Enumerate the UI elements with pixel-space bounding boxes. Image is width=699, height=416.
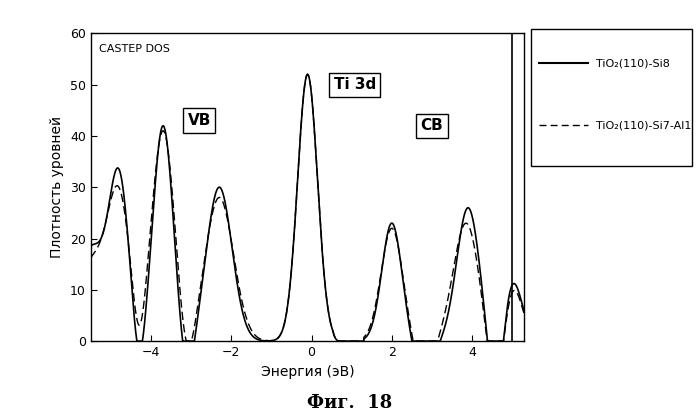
Text: CB: CB xyxy=(421,118,443,133)
FancyBboxPatch shape xyxy=(531,29,692,166)
Text: CASTEP DOS: CASTEP DOS xyxy=(99,44,170,54)
Text: VB: VB xyxy=(187,113,211,128)
Text: Ti 3d: Ti 3d xyxy=(333,77,376,92)
Text: Фиг.  18: Фиг. 18 xyxy=(307,394,392,412)
Text: TiO₂(110)-Si8: TiO₂(110)-Si8 xyxy=(596,58,670,69)
X-axis label: Энергия (эВ): Энергия (эВ) xyxy=(261,364,354,379)
Text: TiO₂(110)-Si7-Al1: TiO₂(110)-Si7-Al1 xyxy=(596,120,691,130)
Y-axis label: Плотность уровней: Плотность уровней xyxy=(50,116,64,258)
